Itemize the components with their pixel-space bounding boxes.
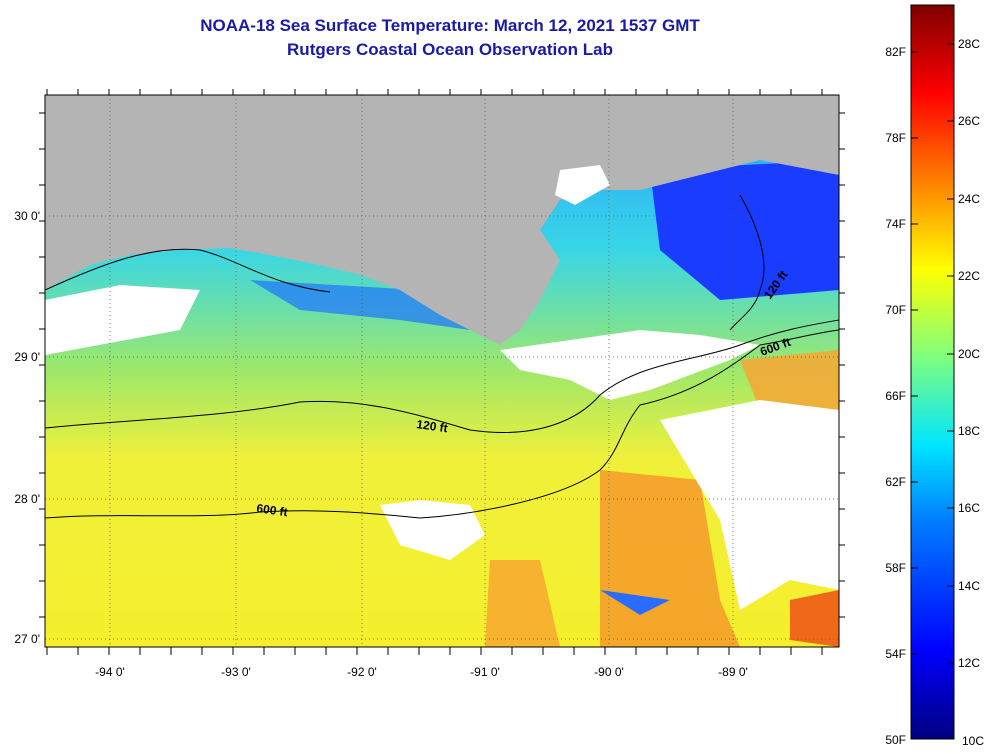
colorbar-c-label: 12C bbox=[958, 656, 980, 670]
colorbar-c-label: 24C bbox=[958, 192, 980, 206]
colorbar-f-label: 82F bbox=[885, 45, 906, 59]
warm-water-patch bbox=[740, 350, 839, 410]
map-panel bbox=[45, 95, 839, 647]
map-subtitle: Rutgers Coastal Ocean Observation Lab bbox=[287, 40, 613, 59]
cloud-mask bbox=[380, 500, 485, 560]
colorbar-f-label: 62F bbox=[885, 475, 906, 489]
depth-contour-600ft bbox=[45, 329, 839, 519]
colorbar-ticks bbox=[911, 43, 954, 664]
lat-label: 30 0' bbox=[14, 209, 40, 223]
axis-ticks bbox=[39, 89, 845, 655]
warm-water-patch bbox=[485, 560, 560, 647]
graticule bbox=[45, 95, 839, 647]
colorbar-f-label: 78F bbox=[885, 131, 906, 145]
colorbar-c-label: 20C bbox=[958, 347, 980, 361]
colorbar-c-label: 26C bbox=[958, 114, 980, 128]
colorbar-f-label: 70F bbox=[885, 303, 906, 317]
contour-label: 120 ft bbox=[416, 417, 449, 435]
colorbar-f-label: 74F bbox=[885, 217, 906, 231]
cloud-mask bbox=[660, 400, 839, 610]
colorbar-f-label: 50F bbox=[885, 733, 906, 747]
warm-water-patch bbox=[790, 590, 839, 647]
colorbar-c-label: 10C bbox=[962, 734, 984, 748]
lake-marker bbox=[555, 165, 610, 205]
lon-label: -93 0' bbox=[221, 665, 251, 679]
colorbar-c-label: 16C bbox=[958, 501, 980, 515]
map-title: NOAA-18 Sea Surface Temperature: March 1… bbox=[200, 16, 700, 35]
lon-label: -92 0' bbox=[347, 665, 377, 679]
lat-label: 27 0' bbox=[14, 632, 40, 646]
cloud-mask bbox=[500, 330, 760, 400]
colorbar-c-label: 22C bbox=[958, 269, 980, 283]
cloud-mask bbox=[45, 285, 200, 355]
colorbar-f-label: 66F bbox=[885, 389, 906, 403]
lat-label: 29 0' bbox=[14, 350, 40, 364]
colorbar-f-label: 54F bbox=[885, 647, 906, 661]
cool-water-patch bbox=[650, 160, 839, 300]
land-area bbox=[45, 95, 839, 345]
lon-label: -90 0' bbox=[594, 665, 624, 679]
contour-label: 600 ft bbox=[256, 501, 289, 519]
lon-label: -94 0' bbox=[95, 665, 125, 679]
cool-water-patch bbox=[600, 590, 670, 615]
lon-label: -91 0' bbox=[470, 665, 500, 679]
coastline bbox=[45, 248, 331, 293]
colorbar-c-label: 18C bbox=[958, 424, 980, 438]
colorbar-c-label: 28C bbox=[958, 37, 980, 51]
map-frame bbox=[44, 94, 840, 648]
colorbar-f-label: 58F bbox=[885, 561, 906, 575]
depth-contour-120ft-east bbox=[729, 194, 765, 331]
depth-contour-120ft bbox=[45, 319, 839, 433]
lon-label: -89 0' bbox=[718, 665, 748, 679]
colorbar-c-label: 14C bbox=[958, 579, 980, 593]
lat-label: 28 0' bbox=[14, 492, 40, 506]
colorbar bbox=[910, 4, 955, 740]
